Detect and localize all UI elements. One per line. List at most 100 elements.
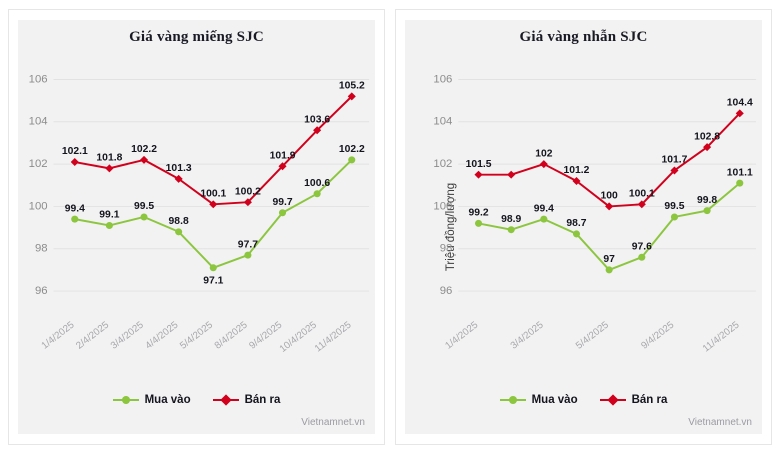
data-point-marker bbox=[140, 213, 148, 221]
x-axis-tick-label: 1/4/2025 bbox=[40, 319, 77, 351]
x-axis-tick-label: 9/4/2025 bbox=[639, 319, 676, 351]
data-point-marker bbox=[244, 251, 252, 259]
data-point-label: 99.4 bbox=[534, 203, 554, 214]
data-point-marker bbox=[572, 177, 581, 186]
data-point-label: 100.6 bbox=[304, 178, 330, 189]
legend-left: Mua vào Bán ra bbox=[18, 394, 375, 406]
data-point-marker bbox=[71, 215, 79, 223]
x-axis-tick-label: 11/4/2025 bbox=[701, 319, 742, 354]
data-point-marker bbox=[313, 190, 321, 198]
data-point-marker bbox=[348, 156, 356, 164]
data-point-marker bbox=[474, 219, 483, 227]
y-axis-tick-label: 98 bbox=[35, 243, 48, 255]
legend-item-sell-right[interactable]: Bán ra bbox=[599, 394, 668, 406]
data-point-label: 100 bbox=[601, 191, 619, 202]
data-point-label: 102.2 bbox=[339, 144, 365, 155]
data-point-label: 98.9 bbox=[501, 214, 521, 225]
x-axis-tick-label: 10/4/2025 bbox=[278, 319, 320, 355]
y-axis-tick-label: 104 bbox=[29, 116, 48, 128]
y-axis-tick-label: 104 bbox=[433, 116, 452, 128]
chart-card-gia-vang-mieng-sjc: Giá vàng miếng SJC 96 98 100 102 104 106 1/4/2… bbox=[8, 9, 385, 445]
data-point-marker bbox=[105, 221, 113, 229]
data-point-marker bbox=[313, 126, 322, 135]
x-axis-tick-label: 4/4/2025 bbox=[143, 319, 180, 351]
plot-area-right: Giá vàng nhẫn SJC Triệu đồng/lượng 96 98 1… bbox=[405, 20, 762, 434]
data-point-marker bbox=[638, 253, 646, 261]
y-axis-tick-label: 96 bbox=[35, 285, 48, 297]
data-point-label: 101.1 bbox=[727, 167, 753, 178]
data-point-marker bbox=[572, 230, 581, 238]
x-axis-tick-label: 5/4/2025 bbox=[178, 319, 215, 351]
x-axis-tick-label: 8/4/2025 bbox=[213, 319, 250, 351]
data-point-marker bbox=[539, 160, 548, 169]
data-point-marker bbox=[735, 109, 744, 118]
data-point-label: 99.5 bbox=[664, 201, 684, 212]
data-point-label: 101.2 bbox=[564, 165, 590, 176]
data-point-label: 97.1 bbox=[203, 275, 223, 286]
data-point-marker bbox=[474, 170, 483, 179]
line-chart-right: 96 98 100 102 104 106 1/4/2025 3/4/2025 5/4/2025… bbox=[433, 73, 757, 354]
green-dot-line-marker-icon bbox=[112, 394, 139, 406]
legend-item-buy-right[interactable]: Mua vào bbox=[499, 394, 578, 406]
legend-label-buy-left: Mua vào bbox=[144, 394, 191, 406]
data-point-marker bbox=[105, 164, 114, 173]
chart-card-gia-vang-nhan-sjc: Giá vàng nhẫn SJC Triệu đồng/lượng 96 98 1… bbox=[395, 9, 772, 445]
data-point-label: 97 bbox=[603, 254, 615, 265]
data-point-marker bbox=[70, 157, 79, 166]
x-axis-tick-label: 2/4/2025 bbox=[74, 319, 111, 351]
data-point-label: 99.4 bbox=[65, 203, 85, 214]
chart-title-left: Giá vàng miếng SJC bbox=[129, 29, 264, 45]
y-axis-tick-label: 102 bbox=[29, 158, 48, 170]
y-axis-tick-label: 100 bbox=[29, 200, 48, 212]
data-point-label: 102.1 bbox=[62, 146, 88, 157]
data-point-marker bbox=[139, 155, 149, 164]
data-point-marker bbox=[703, 143, 712, 152]
data-point-marker bbox=[278, 209, 287, 217]
legend-right: Mua vào Bán ra bbox=[405, 394, 762, 406]
data-point-label: 99.5 bbox=[134, 201, 154, 212]
data-point-marker bbox=[209, 264, 217, 272]
data-point-label: 99.7 bbox=[272, 197, 292, 208]
data-point-label: 104.4 bbox=[727, 98, 753, 109]
line-chart-left: 96 98 100 102 104 106 1/4/20252/4/20253/4/2025… bbox=[29, 73, 370, 355]
y-axis-tick-label: 98 bbox=[440, 243, 453, 255]
x-axis-tick-label: 5/4/2025 bbox=[574, 319, 611, 351]
x-axis-tick-label: 11/4/2025 bbox=[313, 319, 354, 354]
data-point-marker bbox=[174, 174, 183, 183]
x-axis-tick-label: 1/4/2025 bbox=[443, 319, 480, 351]
data-point-label: 99.1 bbox=[99, 210, 119, 221]
data-point-label: 101.3 bbox=[166, 163, 192, 174]
green-dot-line-marker-icon bbox=[499, 394, 526, 406]
y-axis-tick-label: 102 bbox=[433, 158, 452, 170]
data-point-marker bbox=[507, 226, 515, 234]
legend-item-sell-left[interactable]: Bán ra bbox=[212, 394, 281, 406]
data-point-label: 102.2 bbox=[131, 144, 157, 155]
data-point-label: 98.8 bbox=[169, 216, 189, 227]
data-point-marker bbox=[540, 215, 548, 223]
watermark-left: Vietnamnet.vn bbox=[301, 417, 365, 428]
data-point-marker bbox=[670, 166, 679, 175]
legend-label-buy-right: Mua vào bbox=[531, 394, 578, 406]
x-axis-tick-label: 3/4/2025 bbox=[109, 319, 146, 351]
data-point-marker bbox=[703, 207, 711, 215]
data-point-label: 99.2 bbox=[468, 208, 488, 219]
legend-label-sell-right: Bán ra bbox=[631, 394, 668, 406]
y-axis-tick-label: 100 bbox=[433, 200, 452, 212]
data-point-label: 101.7 bbox=[662, 155, 688, 166]
y-axis-tick-label: 106 bbox=[433, 73, 452, 85]
legend-item-buy-left[interactable]: Mua vào bbox=[112, 394, 191, 406]
red-diamond-line-marker-icon bbox=[599, 394, 626, 406]
data-point-label: 101.8 bbox=[96, 153, 122, 164]
data-point-label: 102 bbox=[535, 148, 553, 159]
legend-label-sell-left: Bán ra bbox=[244, 394, 281, 406]
data-point-marker bbox=[507, 170, 516, 179]
data-point-marker bbox=[605, 266, 613, 274]
data-point-marker bbox=[175, 228, 183, 236]
data-point-label: 100.2 bbox=[235, 186, 261, 197]
plot-area-left: Giá vàng miếng SJC 96 98 100 102 104 106 1/4/2… bbox=[18, 20, 375, 434]
data-point-label: 100.1 bbox=[200, 189, 226, 200]
data-point-marker bbox=[736, 179, 744, 187]
data-point-label: 101.5 bbox=[466, 159, 492, 170]
data-point-label: 101.9 bbox=[270, 150, 296, 161]
